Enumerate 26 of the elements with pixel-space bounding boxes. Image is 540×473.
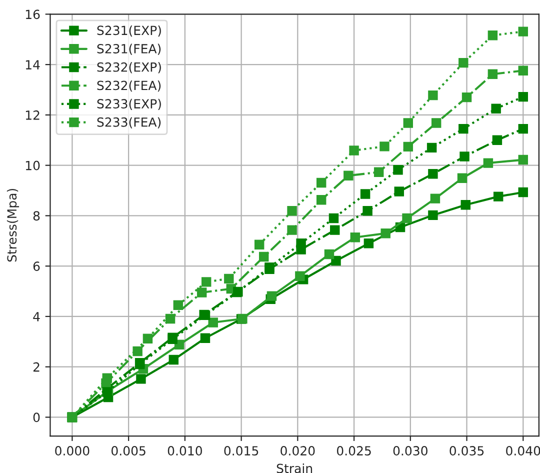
y-tick-label: 4 — [33, 312, 40, 322]
y-tick-label: 12 — [26, 110, 40, 120]
y-tick-label: 16 — [26, 10, 40, 20]
legend-label: S231(EXP) — [97, 25, 161, 37]
x-tick-label: 0.015 — [224, 446, 258, 456]
legend-label: S231(FEA) — [97, 44, 161, 55]
x-axis-title: Strain — [276, 463, 312, 473]
x-tick-label: 0.000 — [55, 446, 90, 456]
y-tick-label: 8 — [33, 211, 40, 221]
legend-label: S232(FEA) — [97, 80, 161, 92]
x-tick-label: 0.025 — [336, 446, 371, 456]
legend-label: S232(EXP) — [97, 62, 161, 74]
y-tick-label: 10 — [26, 160, 40, 170]
legend-label: S233(FEA) — [97, 117, 161, 128]
legend-label: S233(EXP) — [97, 98, 161, 110]
x-tick-label: 0.005 — [112, 446, 146, 456]
x-tick-label: 0.010 — [168, 446, 202, 456]
y-axis-title: Stress(Mpa) — [6, 188, 20, 262]
y-tick-label: 6 — [33, 262, 40, 272]
x-tick-label: 0.030 — [393, 446, 428, 456]
x-tick-label: 0.020 — [280, 446, 315, 456]
x-tick-label: 0.040 — [506, 446, 540, 456]
y-tick-label: 2 — [33, 362, 40, 372]
x-tick-label: 0.035 — [450, 446, 484, 456]
y-tick-label: 14 — [26, 60, 40, 70]
y-tick-label: 0 — [33, 412, 40, 422]
